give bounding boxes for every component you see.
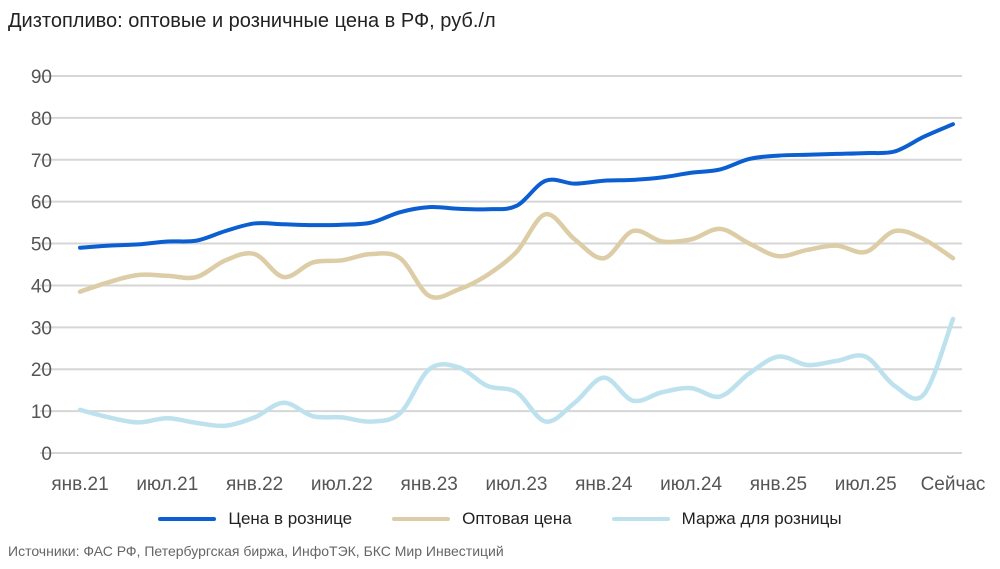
x-tick-label: Сейчас	[921, 474, 986, 495]
legend-item-wholesale: Оптовая цена	[392, 509, 572, 529]
y-tick-label: 80	[31, 109, 52, 130]
legend: Цена в рознице Оптовая цена Маржа для ро…	[0, 509, 1000, 529]
legend-label-wholesale: Оптовая цена	[462, 509, 572, 528]
x-tick-label: янв.24	[575, 474, 633, 495]
x-tick-label: июл.23	[486, 474, 548, 495]
retail-price-line	[78, 122, 955, 250]
y-tick-label: 20	[31, 360, 52, 381]
y-tick-label: 10	[31, 402, 52, 423]
x-tick-label: янв.25	[750, 474, 807, 495]
x-tick-label: июл.24	[660, 474, 722, 495]
y-tick-label: 0	[41, 444, 52, 465]
y-tick-label: 60	[31, 193, 52, 214]
legend-label-margin: Маржа для розницы	[681, 509, 842, 528]
chart-title: Дизтопливо: оптовые и розничные цена в Р…	[8, 10, 496, 32]
x-tick-label: июл.22	[311, 474, 373, 495]
y-tick-label: 40	[31, 276, 52, 297]
legend-item-margin: Маржа для розницы	[611, 509, 842, 529]
wholesale-price-line	[77, 211, 956, 300]
legend-swatch-margin	[611, 517, 670, 521]
retail-margin-line	[77, 316, 956, 429]
y-tick-label: 70	[31, 151, 52, 172]
y-tick-label: 90	[31, 67, 52, 88]
y-tick-label: 30	[31, 318, 52, 339]
legend-item-retail: Цена в рознице	[158, 509, 352, 529]
x-tick-label: июл.21	[136, 474, 198, 495]
source-note: Источники: ФАС РФ, Петербургская биржа, …	[8, 543, 504, 559]
legend-swatch-wholesale	[392, 517, 451, 521]
x-tick-label: янв.21	[51, 474, 108, 495]
legend-swatch-retail	[158, 517, 217, 521]
x-tick-label: янв.22	[226, 474, 283, 495]
x-tick-label: янв.23	[401, 474, 458, 495]
legend-label-retail: Цена в рознице	[228, 509, 353, 528]
x-tick-label: июл.25	[835, 474, 897, 495]
y-tick-label: 50	[31, 235, 52, 256]
